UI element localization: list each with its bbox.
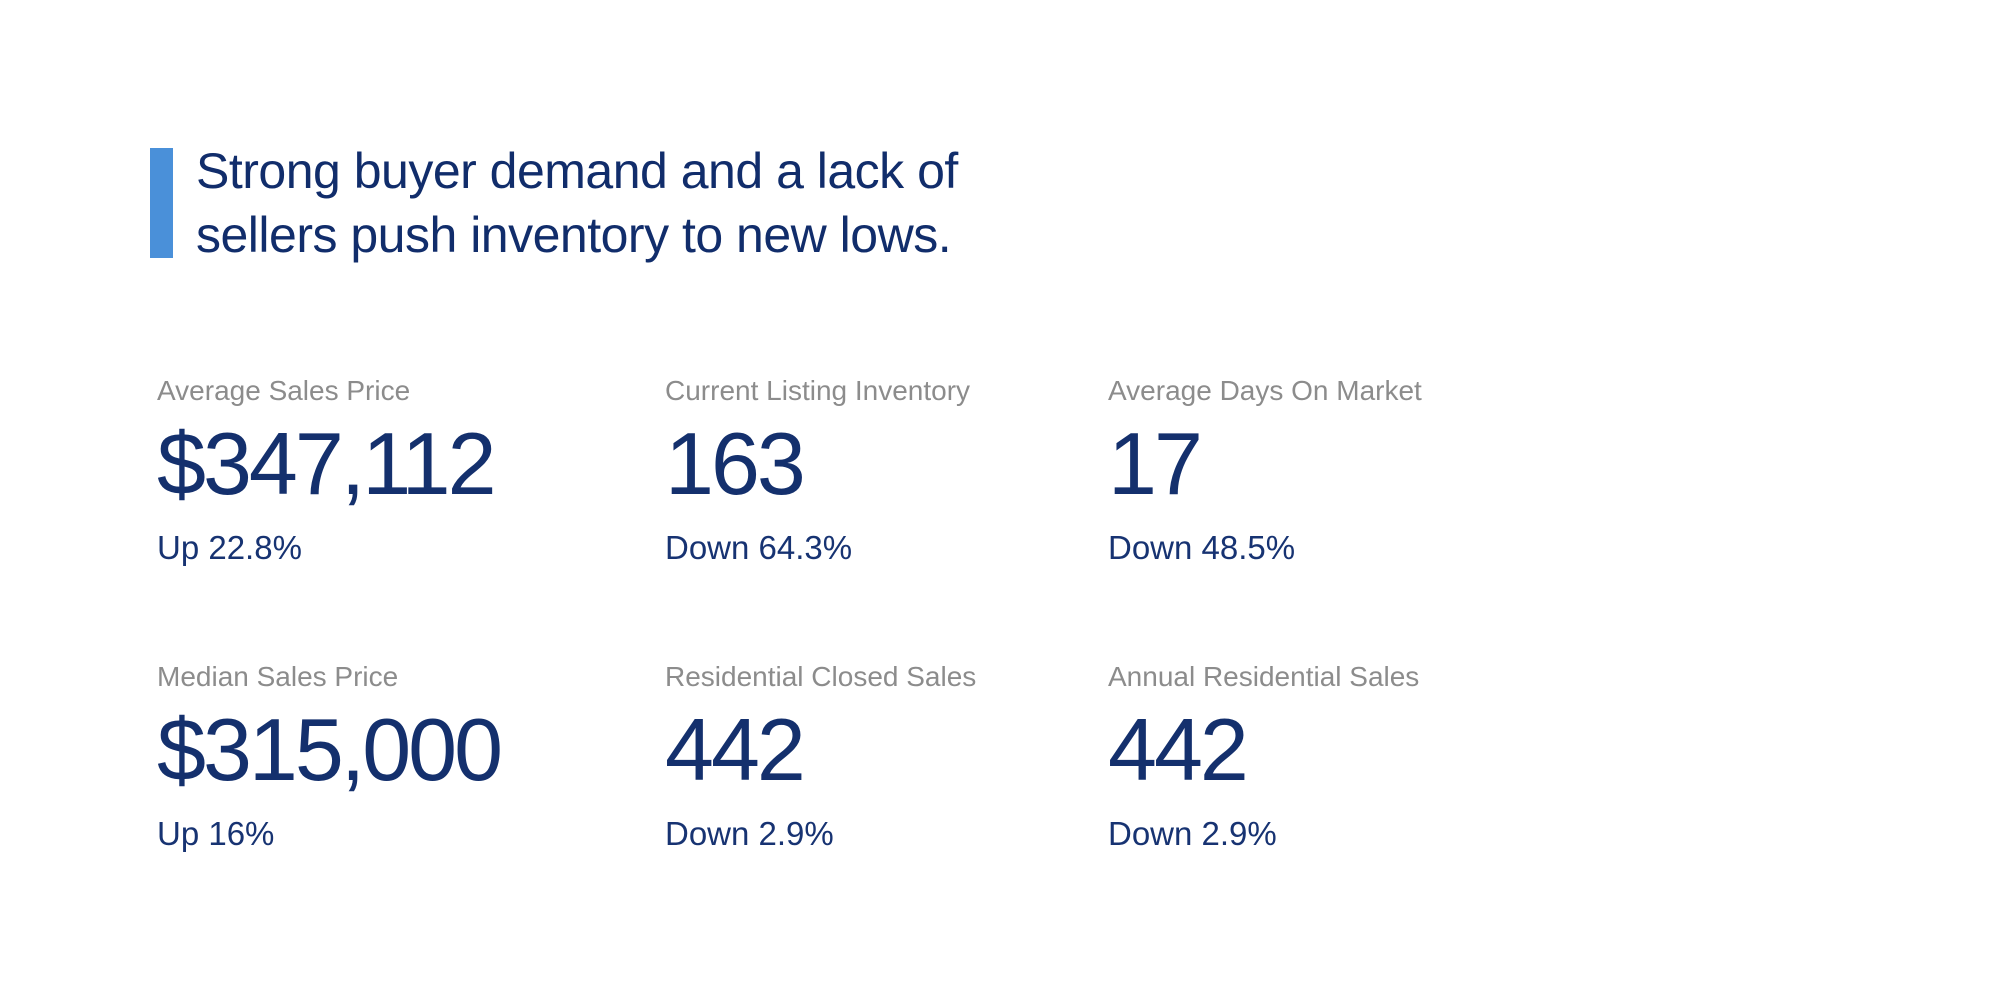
- stat-value: 442: [665, 700, 806, 799]
- stat-change: Down 48.5%: [1108, 529, 1296, 566]
- headline: Strong buyer demand and a lack of seller…: [150, 143, 958, 267]
- stat-change: Down 2.9%: [1108, 815, 1277, 852]
- stat-change: Down 64.3%: [665, 529, 853, 566]
- stat-residential-closed-sales: Residential Closed Sales 442 Down 2.9%: [665, 660, 1108, 854]
- stat-value: $315,000: [157, 700, 503, 799]
- stats-grid: Average Sales Price $347,112 Up 22.8% Cu…: [157, 374, 1808, 854]
- stat-label: Average Days On Market: [1108, 375, 1422, 406]
- stat-label: Median Sales Price: [157, 661, 399, 692]
- accent-bar: [150, 148, 173, 258]
- stat-average-sales-price: Average Sales Price $347,112 Up 22.8%: [157, 374, 665, 568]
- stat-annual-residential-sales: Annual Residential Sales 442 Down 2.9%: [1108, 660, 1808, 854]
- stat-average-days-on-market: Average Days On Market 17 Down 48.5%: [1108, 374, 1808, 568]
- stat-value: 442: [1108, 700, 1249, 799]
- headline-line-1: Strong buyer demand and a lack of: [196, 143, 958, 199]
- stat-change: Up 22.8%: [157, 529, 302, 566]
- headline-line-2: sellers push inventory to new lows.: [196, 207, 952, 263]
- stat-label: Average Sales Price: [157, 375, 411, 406]
- stat-label: Current Listing Inventory: [665, 375, 971, 406]
- stat-change: Up 16%: [157, 815, 275, 852]
- stat-median-sales-price: Median Sales Price $315,000 Up 16%: [157, 660, 665, 854]
- stat-change: Down 2.9%: [665, 815, 834, 852]
- stat-value: 17: [1108, 414, 1203, 513]
- stat-value: 163: [665, 414, 806, 513]
- stat-label: Residential Closed Sales: [665, 661, 977, 692]
- stat-value: $347,112: [157, 414, 497, 513]
- stat-label: Annual Residential Sales: [1108, 661, 1420, 692]
- headline-text: Strong buyer demand and a lack of seller…: [196, 139, 958, 267]
- stat-current-listing-inventory: Current Listing Inventory 163 Down 64.3%: [665, 374, 1108, 568]
